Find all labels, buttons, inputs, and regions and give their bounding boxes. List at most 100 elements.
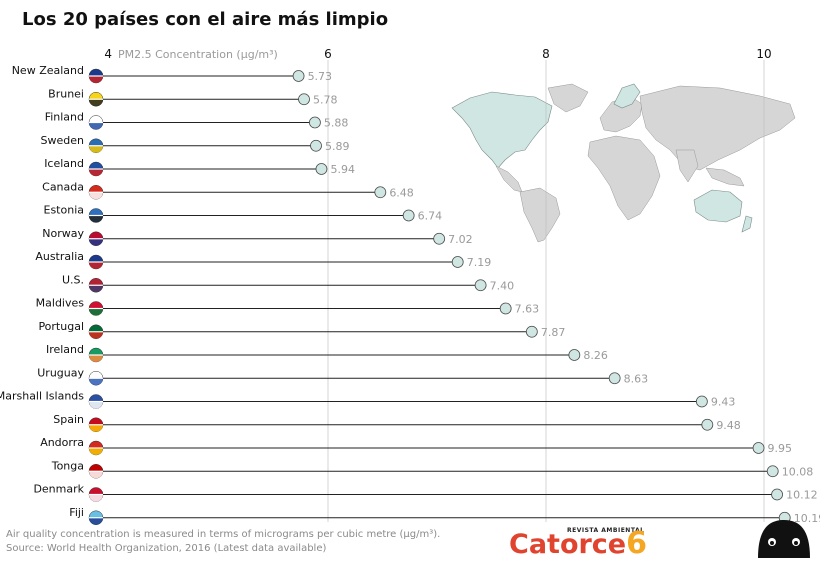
brand-name: Catorce	[509, 529, 626, 560]
category-label: New Zealand	[12, 64, 84, 77]
data-point	[766, 465, 779, 478]
data-point	[771, 488, 783, 501]
flag-icon	[88, 231, 104, 246]
flag-icon	[88, 185, 104, 200]
flag-icon	[88, 464, 104, 479]
category-label: Uruguay	[37, 366, 84, 379]
flag-icon	[88, 347, 104, 363]
flag-icon	[88, 208, 104, 223]
category-label: Maldives	[36, 297, 85, 310]
category-label: Iceland	[44, 157, 84, 170]
chart-row: Tonga 10.08	[51, 459, 814, 479]
flag-icon	[88, 301, 104, 316]
map-africa	[587, 135, 661, 221]
flag-icon	[88, 68, 104, 84]
chart-row: Australia 7.19	[35, 250, 492, 270]
data-label: 7.40	[490, 279, 514, 292]
data-point	[752, 442, 765, 454]
data-label: 9.48	[716, 419, 741, 432]
map-australia	[693, 189, 743, 223]
brand-wordmark: Catorce6	[509, 526, 647, 561]
flag-icon	[88, 510, 104, 525]
chart-row: Canada 6.48	[42, 180, 414, 200]
map-greenland	[547, 83, 589, 113]
map-southeast-asia	[705, 167, 745, 187]
flag-icon	[88, 92, 104, 107]
category-label: Fiji	[69, 506, 84, 519]
data-label: 10.19	[794, 512, 820, 525]
brand-logo: REVISTA AMBIENTAL Catorce6	[509, 526, 647, 561]
data-point	[525, 325, 538, 338]
footnote-line-2: Source: World Health Organization, 2016 …	[6, 543, 326, 554]
data-label: 8.26	[583, 349, 608, 362]
category-label: Ireland	[46, 343, 84, 356]
flag-icon	[88, 371, 104, 386]
x-tick-label: 6	[324, 47, 332, 61]
data-point	[298, 93, 310, 106]
flag-icon	[88, 138, 104, 153]
flag-icon	[88, 161, 104, 177]
chart-row: Ireland 8.26	[46, 343, 608, 363]
brand-subtitle: REVISTA AMBIENTAL	[567, 527, 644, 534]
chart-row: Andorra 9.95	[40, 436, 793, 456]
chart-row: Maldives 7.63	[36, 297, 540, 316]
chart-row: New Zealand 5.73	[12, 64, 332, 84]
data-label: 7.63	[515, 303, 540, 316]
category-label: Sweden	[41, 134, 84, 147]
category-label: Canada	[42, 180, 84, 193]
map-asia	[639, 85, 796, 171]
data-label: 5.78	[313, 93, 338, 106]
category-label: Estonia	[44, 204, 85, 217]
flag-icon	[88, 440, 104, 456]
chart-rows: New Zealand 5.73 Brunei 5.78 Finland 5.88 Swed…	[0, 64, 820, 525]
map-scandinavia	[613, 83, 641, 109]
chart-row: Estonia 6.74	[44, 204, 442, 223]
data-label: 5.94	[330, 163, 355, 176]
flag-icon	[88, 115, 104, 130]
map-central-america	[495, 165, 523, 193]
world-map	[451, 83, 796, 243]
chart-row: Iceland 5.94	[44, 157, 355, 177]
mascot-icon	[758, 520, 810, 558]
data-label: 9.95	[768, 442, 793, 455]
data-label: 9.43	[711, 396, 736, 409]
category-label: Brunei	[48, 87, 84, 100]
chart-row: Denmark 10.12	[33, 483, 818, 502]
data-label: 6.48	[389, 186, 414, 199]
chart-row: Finland 5.88	[45, 111, 348, 130]
data-point	[474, 279, 487, 292]
data-point	[701, 418, 714, 431]
flag-icon	[88, 394, 104, 409]
data-point	[402, 209, 415, 222]
chart-row: U.S. 7.40	[62, 273, 514, 293]
map-india	[675, 149, 699, 183]
category-label: Spain	[53, 413, 84, 426]
flag-icon	[88, 254, 104, 270]
data-label: 5.89	[325, 140, 350, 153]
data-point	[608, 372, 621, 385]
map-north-america	[451, 91, 553, 169]
data-point	[310, 139, 322, 152]
category-label: U.S.	[62, 273, 84, 286]
footnote-line-1: Air quality concentration is measured in…	[6, 529, 440, 540]
chart-row: Brunei 5.78	[48, 87, 338, 107]
map-new-zealand	[741, 215, 753, 233]
data-label: 7.19	[467, 256, 492, 269]
data-label: 7.02	[448, 233, 473, 246]
data-label: 10.12	[786, 489, 818, 502]
data-label: 10.08	[782, 465, 814, 478]
category-label: Finland	[45, 111, 84, 124]
data-label: 8.63	[624, 372, 649, 385]
map-south-america	[519, 187, 561, 243]
data-point	[315, 163, 328, 175]
data-point	[568, 349, 581, 361]
chart-row: Marshall Islands 9.43	[0, 390, 735, 409]
category-label: Tonga	[51, 459, 84, 472]
x-tick-label: 8	[542, 47, 550, 61]
x-axis-label: PM2.5 Concentration (µg/m³)	[118, 48, 278, 61]
chart-row: Spain 9.48	[53, 413, 741, 432]
category-label: Norway	[42, 227, 84, 240]
data-point	[451, 256, 464, 268]
grid	[327, 60, 765, 522]
